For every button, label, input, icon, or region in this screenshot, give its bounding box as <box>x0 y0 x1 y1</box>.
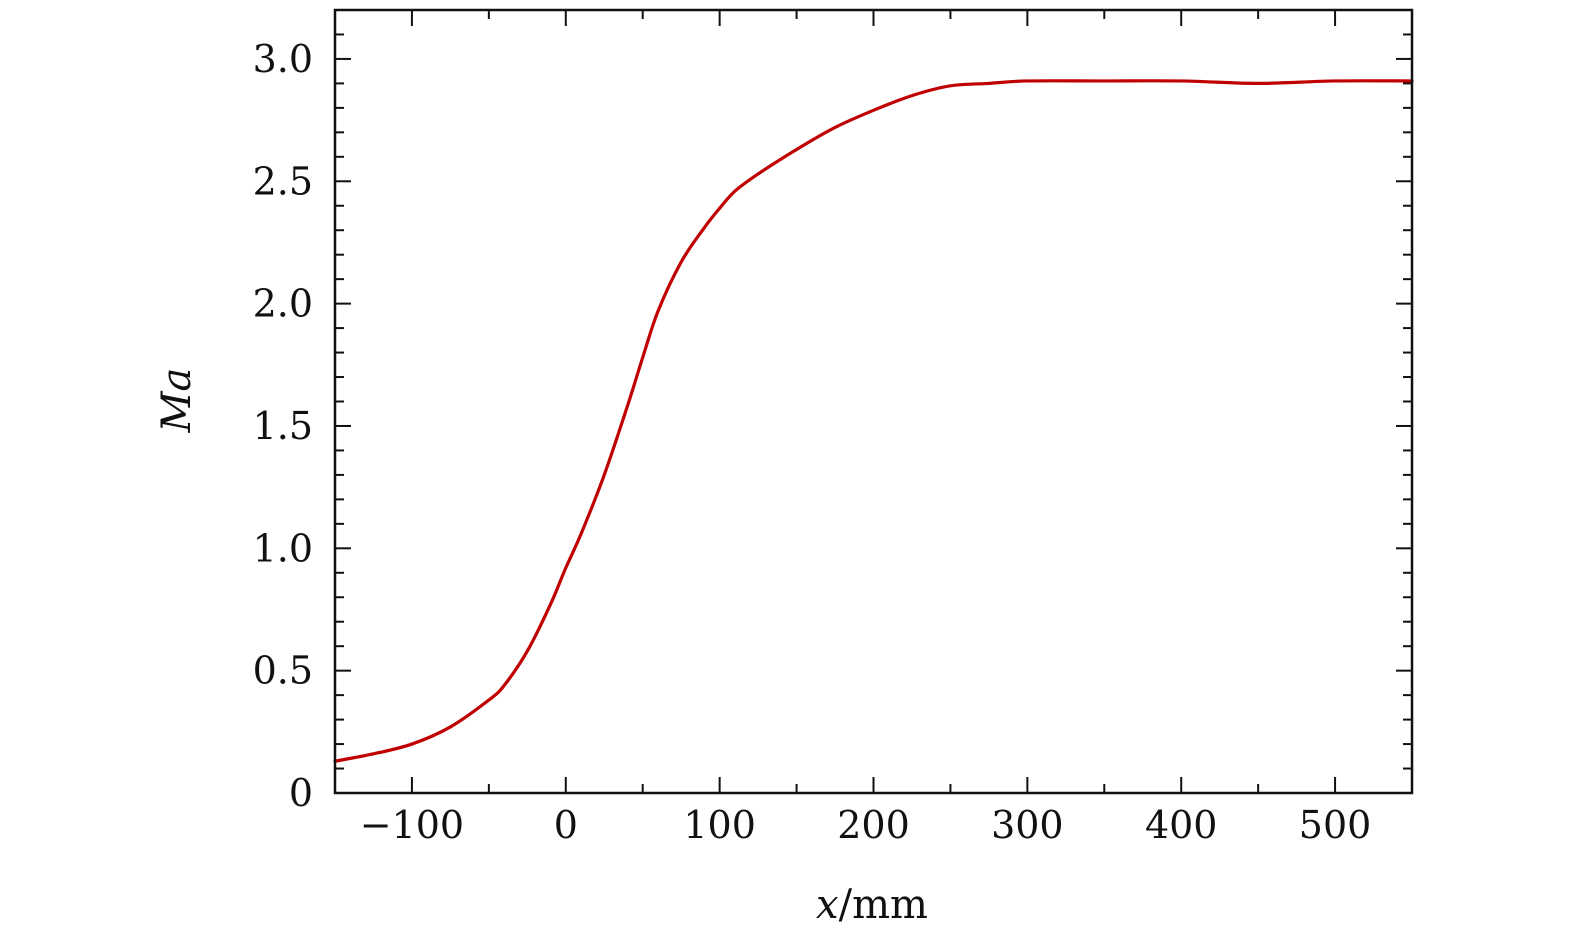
y-axis-label: Ma <box>154 368 200 434</box>
x-tick-labels: −100 0 100 200 300 400 500 <box>360 803 1372 847</box>
series-group <box>333 79 1414 763</box>
y-tick-label: 2.5 <box>253 159 313 203</box>
x-tick-label: −100 <box>360 803 464 847</box>
series-line <box>333 79 1414 763</box>
y-tick-label: 0.5 <box>253 649 313 693</box>
y-tick-label: 2.0 <box>253 282 313 326</box>
x-tick-label: 0 <box>554 803 578 847</box>
x-tick-label: 100 <box>683 803 756 847</box>
x-tick-label: 200 <box>837 803 910 847</box>
plot-frame <box>333 8 1414 795</box>
x-tick-label: 500 <box>1299 803 1372 847</box>
x-axis-label: x/mm <box>816 882 928 928</box>
axis-ticks <box>334 9 1413 794</box>
x-axis-variable: x <box>816 882 839 928</box>
y-tick-label: 1.0 <box>253 526 313 570</box>
x-axis-unit: /mm <box>839 882 928 928</box>
x-tick-label: 300 <box>991 803 1064 847</box>
y-tick-label: 1.5 <box>253 404 313 448</box>
y-tick-label: 0 <box>289 771 313 815</box>
y-tick-labels: 0 0.5 1.0 1.5 2.0 2.5 3.0 <box>253 37 313 815</box>
y-tick-label: 3.0 <box>253 37 313 81</box>
x-tick-label: 400 <box>1145 803 1218 847</box>
